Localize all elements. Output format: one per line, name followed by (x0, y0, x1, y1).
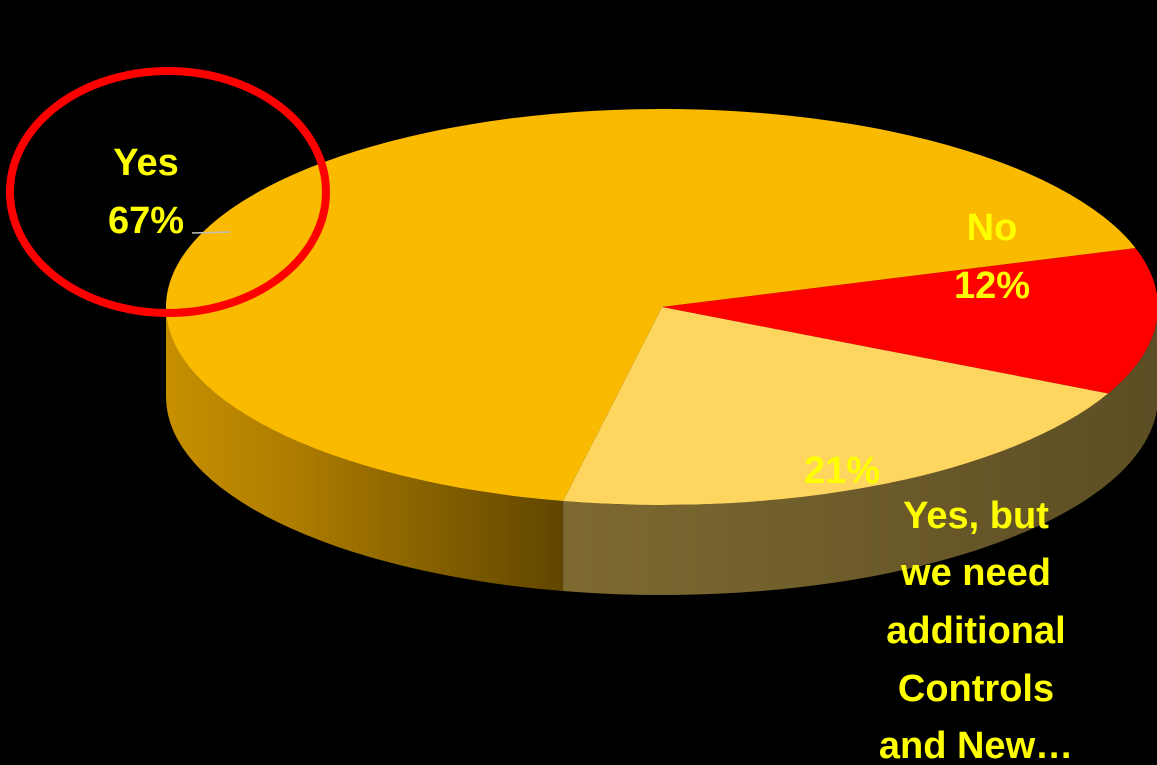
label-yes-but-line-1: Yes, but (903, 495, 1049, 537)
pie-side-yes (166, 307, 564, 592)
pie-slice-no (662, 248, 1157, 394)
label-yes-name: Yes (113, 142, 179, 184)
label-yes-value: 67% (108, 200, 184, 242)
label-yes-but-line-4: Controls (898, 668, 1054, 710)
label-yes-but-value: 21% (804, 450, 880, 492)
label-no-value: 12% (954, 265, 1030, 307)
label-yes-but-line-2: we need (900, 552, 1051, 594)
leader-line-yes (191, 231, 231, 234)
label-yes-but-line-3: additional (886, 610, 1065, 652)
pie-slice-yes-but (563, 307, 1109, 505)
label-no-name: No (967, 207, 1018, 249)
pie-side-yes-but (563, 319, 1157, 595)
pie-slice-yes (166, 109, 1136, 502)
highlight-ellipse (6, 67, 330, 317)
label-yes-but-line-5: and New… (879, 725, 1073, 765)
